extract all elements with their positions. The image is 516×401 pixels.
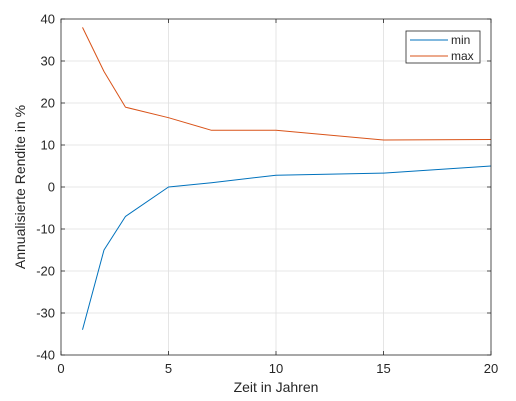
- y-tick-label: -40: [36, 348, 55, 363]
- series-line-min: [82, 165, 492, 330]
- x-tick-label: 10: [269, 361, 283, 376]
- y-tick-label: -10: [36, 222, 55, 237]
- legend-box: [405, 30, 481, 64]
- legend-label-min: min: [451, 33, 470, 47]
- legend-label-max: max: [451, 49, 474, 63]
- x-tick-label: 15: [376, 361, 390, 376]
- x-axis-label: Zeit in Jahren: [234, 379, 319, 395]
- y-axis-label: Annualisierte Rendite in %: [12, 105, 28, 269]
- legend: min max: [405, 30, 481, 64]
- x-tick-label: 20: [484, 361, 498, 376]
- y-tick-label: 30: [41, 54, 55, 69]
- series-line-max: [82, 27, 492, 141]
- x-tick-label: 0: [57, 361, 64, 376]
- y-tick-label: -20: [36, 264, 55, 279]
- axis-ticks: [60, 18, 492, 356]
- y-tick-label: 40: [41, 12, 55, 27]
- x-tick-label: 5: [165, 361, 172, 376]
- tick-labels: 0 5 10 15 20 -40 -30 -20 -10 0 10 20 30 40: [36, 12, 498, 377]
- y-tick-label: -30: [36, 306, 55, 321]
- y-tick-label: 20: [41, 96, 55, 111]
- series-layer: [82, 27, 492, 330]
- y-tick-label: 10: [41, 138, 55, 153]
- y-tick-label: 0: [48, 180, 55, 195]
